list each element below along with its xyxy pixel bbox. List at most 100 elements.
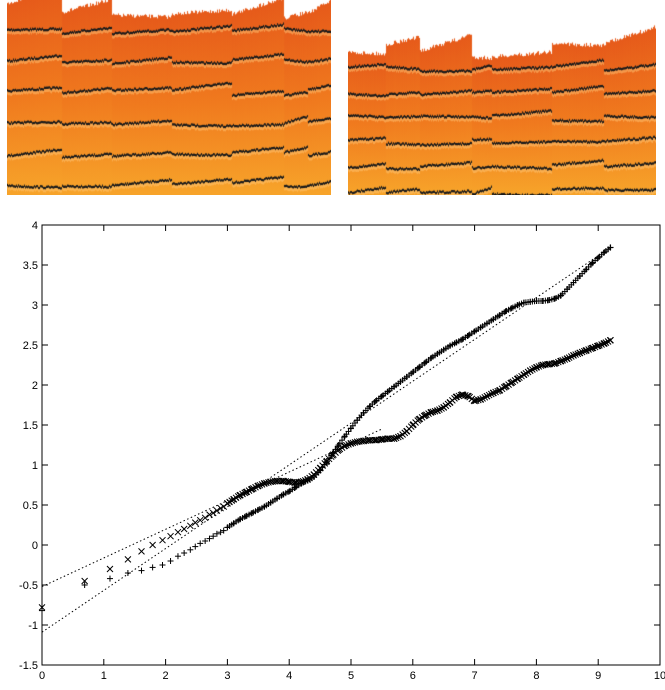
x-marker	[340, 442, 348, 450]
y-tick-label: -1	[28, 620, 38, 632]
x-marker	[431, 407, 439, 415]
y-tick-label: 1	[32, 460, 38, 472]
plus-marker	[323, 458, 330, 465]
x-marker	[106, 565, 114, 573]
x-marker	[254, 482, 262, 490]
x-marker	[591, 343, 599, 351]
x-marker	[392, 434, 400, 442]
y-tick-label: 2.5	[23, 340, 38, 352]
x-marker	[526, 367, 534, 374]
fit-line-1	[41, 428, 383, 588]
x-marker	[149, 541, 156, 549]
x-marker	[585, 346, 592, 353]
x-marker	[343, 441, 350, 449]
x-marker	[477, 396, 484, 403]
stripe-heatmap-right	[348, 0, 656, 195]
x-marker	[390, 435, 398, 442]
x-marker	[159, 536, 166, 544]
plus-marker	[459, 336, 466, 343]
x-marker	[485, 391, 493, 399]
x-tick-label: 3	[224, 670, 230, 682]
x-marker	[461, 392, 469, 399]
x-marker	[429, 408, 437, 416]
x-marker	[433, 407, 441, 415]
x-marker	[494, 387, 502, 395]
x-marker	[196, 516, 204, 524]
plus-marker	[197, 540, 204, 547]
x-marker	[425, 410, 432, 417]
x-tick-label: 9	[595, 670, 601, 682]
y-tick-label: 1.5	[23, 420, 38, 432]
x-marker	[552, 359, 560, 367]
x-marker	[533, 363, 541, 371]
x-marker	[438, 405, 445, 412]
x-marker	[490, 389, 497, 397]
plus-marker	[210, 533, 217, 540]
plus-marker	[217, 529, 224, 536]
x-marker	[138, 548, 145, 555]
x-marker	[250, 485, 257, 492]
x-marker	[206, 511, 213, 518]
plus-marker	[192, 543, 199, 550]
x-marker	[459, 391, 467, 399]
x-marker	[256, 481, 264, 489]
plus-marker	[187, 546, 194, 553]
x-tick-label: 10	[654, 670, 665, 682]
x-marker	[427, 409, 435, 416]
x-marker	[247, 486, 255, 493]
y-tick-label: 4	[32, 220, 38, 232]
x-marker	[474, 396, 482, 404]
x-marker	[349, 439, 357, 447]
plus-marker	[330, 449, 337, 456]
plus-marker	[159, 562, 166, 568]
plot-axes: 0 1 2 3 4 5 6 7 8 9 10 -1.5 -1 -0.5 0 0.5 1 1.5 2 2.5 3 3.5 4	[19, 220, 665, 682]
series-2	[39, 244, 614, 614]
x-marker	[167, 532, 174, 540]
series-1	[38, 336, 614, 611]
x-marker	[535, 363, 543, 370]
x-tick-label: 4	[286, 670, 292, 682]
plus-marker	[589, 260, 596, 267]
plus-marker	[607, 244, 614, 251]
y-tick-label: -1.5	[19, 660, 38, 672]
y-tick-label: 3	[32, 300, 38, 312]
x-marker	[423, 411, 430, 419]
x-marker	[598, 341, 605, 348]
x-marker	[580, 347, 588, 355]
plus-marker	[174, 553, 181, 560]
x-marker	[455, 392, 463, 400]
plus-marker	[415, 364, 422, 371]
x-marker	[201, 514, 209, 522]
x-marker	[572, 351, 579, 358]
x-marker	[243, 488, 251, 496]
x-marker	[600, 340, 608, 347]
plus-marker	[181, 550, 188, 556]
x-tick-label: 2	[163, 670, 169, 682]
x-marker	[487, 390, 495, 398]
x-marker	[602, 339, 610, 346]
y-tick-label: 0	[32, 540, 38, 552]
x-tick-label: 8	[533, 670, 539, 682]
stripe-heatmap-left	[7, 0, 331, 195]
x-marker	[554, 358, 562, 366]
x-marker	[245, 487, 253, 494]
y-tick-label: 2	[32, 380, 38, 392]
x-marker	[241, 489, 249, 497]
plus-marker	[106, 575, 113, 582]
x-marker	[567, 353, 575, 360]
x-marker	[565, 354, 573, 361]
plus-marker	[124, 570, 131, 576]
x-marker	[345, 441, 352, 448]
x-tick-label: 7	[472, 670, 478, 682]
x-marker	[563, 355, 571, 363]
plus-marker	[206, 535, 213, 542]
x-marker	[604, 338, 612, 345]
x-marker	[180, 525, 188, 533]
plus-marker	[81, 582, 88, 588]
x-marker	[576, 349, 584, 357]
x-marker	[124, 556, 132, 563]
x-marker	[578, 348, 586, 356]
x-marker	[237, 491, 244, 499]
x-marker	[479, 395, 486, 402]
plus-marker	[292, 484, 299, 491]
